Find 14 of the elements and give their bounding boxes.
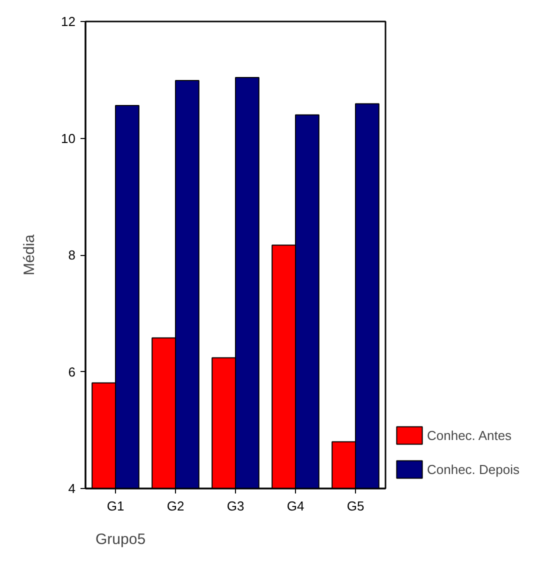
legend-label: Conhec. Depois xyxy=(427,462,520,476)
x-tick-label: G2 xyxy=(166,498,184,514)
y-axis-title: Média xyxy=(21,234,38,276)
x-tick-label: G5 xyxy=(346,498,364,514)
x-axis-title: Grupo5 xyxy=(96,531,146,548)
y-tick-label: 10 xyxy=(61,130,76,146)
x-tick-label: G3 xyxy=(226,498,244,514)
y-tick-label: 8 xyxy=(68,248,76,262)
y-tick-label: 4 xyxy=(68,481,76,496)
x-tick-label: G4 xyxy=(286,498,304,514)
legend-label: Conhec. Antes xyxy=(427,428,512,442)
y-tick-label: 12 xyxy=(61,14,76,29)
y-tick-label: 6 xyxy=(68,364,76,380)
x-tick-label: G1 xyxy=(106,498,124,514)
